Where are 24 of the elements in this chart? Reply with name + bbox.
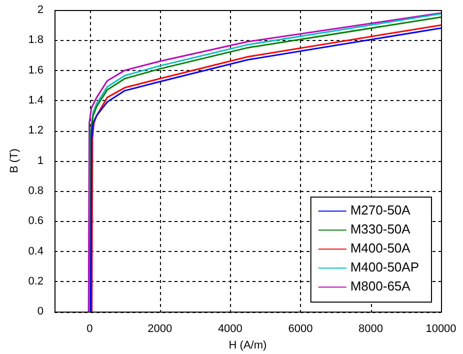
y-tick-label: 1.8	[28, 34, 44, 46]
legend-label: M400-50A	[350, 240, 411, 256]
x-tick-label: 8000	[358, 323, 383, 336]
x-tick-label: 0	[86, 323, 93, 336]
y-tick-label: 0.4	[28, 245, 44, 258]
y-tick-label: 1.4	[28, 94, 44, 107]
y-tick-label: 0.2	[28, 275, 44, 288]
x-tick-label: 6000	[288, 323, 313, 336]
x-tick-label: 4000	[218, 323, 242, 336]
y-tick-label: 2	[37, 4, 44, 16]
legend-label: M800-65A	[350, 278, 411, 294]
legend-label: M330-50A	[350, 222, 411, 237]
y-tick-label: 1.6	[28, 64, 44, 76]
legend-label: M400-50AP	[350, 260, 420, 275]
x-tick-label: 10000	[426, 323, 456, 336]
y-tick-label: 0.6	[28, 215, 44, 228]
y-tick-label: 1.2	[28, 124, 44, 137]
y-axis-title: B (T)	[8, 148, 21, 174]
y-tick-label: 0	[37, 306, 44, 318]
y-tick-label: 1	[37, 154, 44, 167]
x-axis-title: H (A/m)	[228, 339, 267, 352]
y-tick-label: 0.8	[28, 184, 44, 197]
x-tick-label: 2000	[148, 323, 172, 336]
legend-label: M270-50A	[350, 202, 411, 218]
